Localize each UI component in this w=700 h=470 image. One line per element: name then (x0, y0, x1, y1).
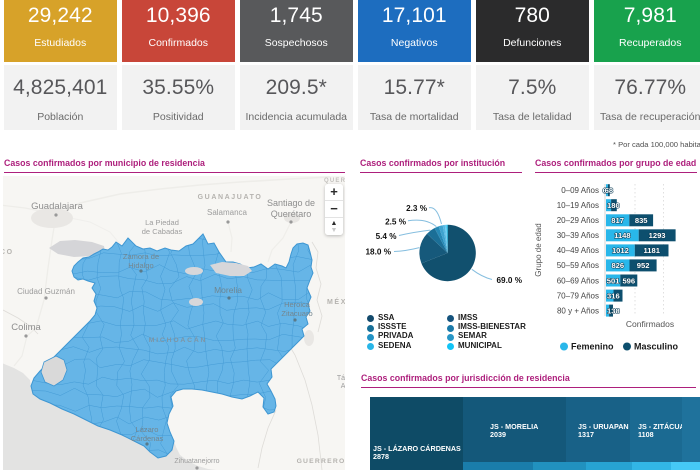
svg-text:20–29 Años: 20–29 Años (557, 216, 599, 225)
svg-text:826: 826 (611, 261, 624, 270)
svg-text:Santiago de: Santiago de (267, 198, 315, 208)
svg-text:817: 817 (611, 216, 624, 225)
svg-text:Cárdenas: Cárdenas (131, 434, 164, 443)
svg-text:GUERRERO: GUERRERO (297, 458, 345, 465)
svg-text:Femenino: Femenino (571, 342, 614, 352)
svg-text:Ciudad Guzmán: Ciudad Guzmán (17, 287, 75, 296)
svg-text:1181: 1181 (643, 246, 660, 255)
svg-text:Colima: Colima (11, 322, 41, 333)
svg-text:de Cabadas: de Cabadas (142, 227, 183, 236)
svg-text:Morelia: Morelia (214, 285, 242, 295)
svg-text:Al: Al (341, 383, 345, 390)
svg-text:180: 180 (607, 201, 620, 210)
svg-text:GUANAJUATO: GUANAJUATO (198, 194, 263, 201)
svg-text:138: 138 (607, 306, 620, 315)
svg-text:80 y + Años: 80 y + Años (557, 306, 599, 315)
svg-text:Heroica: Heroica (284, 300, 311, 309)
svg-text:1148: 1148 (614, 231, 630, 240)
svg-text:Zihuatanejorro: Zihuatanejorro (174, 458, 219, 465)
svg-text:Zamora de: Zamora de (123, 252, 159, 261)
svg-text:Zitacuaro: Zitacuaro (281, 309, 312, 318)
svg-text:0–09 Años: 0–09 Años (561, 186, 599, 195)
svg-text:5.4 %: 5.4 % (376, 232, 398, 241)
svg-text:QUERE: QUERE (324, 178, 345, 184)
svg-text:2.5 %: 2.5 % (385, 218, 407, 227)
svg-text:501: 501 (607, 276, 620, 285)
svg-text:Masculino: Masculino (634, 342, 679, 352)
svg-text:596: 596 (622, 276, 635, 285)
svg-text:Guadalajara: Guadalajara (31, 201, 83, 212)
svg-text:Grupo de edad: Grupo de edad (535, 223, 543, 276)
svg-text:MÉXI: MÉXI (327, 297, 345, 306)
svg-text:18.0 %: 18.0 % (366, 248, 392, 257)
svg-text:La Piedad: La Piedad (145, 218, 179, 227)
svg-text:68: 68 (605, 186, 613, 195)
svg-text:316: 316 (607, 291, 620, 300)
svg-text:2.3 %: 2.3 % (406, 204, 428, 213)
svg-text:1012: 1012 (612, 246, 629, 255)
svg-text:MICHOACÁN: MICHOACÁN (149, 335, 208, 344)
svg-text:1293: 1293 (649, 231, 666, 240)
svg-text:Confirmados: Confirmados (626, 319, 674, 329)
svg-text:Lázaro: Lázaro (136, 425, 159, 434)
svg-text:Querétaro: Querétaro (271, 209, 312, 219)
svg-text:835: 835 (635, 216, 648, 225)
svg-text:952: 952 (637, 261, 650, 270)
svg-text:40–49 Años: 40–49 Años (557, 246, 599, 255)
svg-text:50–59 Años: 50–59 Años (557, 261, 599, 270)
svg-text:Salamanca: Salamanca (207, 208, 248, 217)
svg-text:CO: CO (3, 249, 14, 256)
svg-text:69.0 %: 69.0 % (497, 276, 523, 285)
svg-text:30–39 Años: 30–39 Años (557, 231, 599, 240)
svg-text:66: 66 (603, 186, 611, 195)
svg-text:60–69 Años: 60–69 Años (557, 276, 599, 285)
svg-text:10–19 Años: 10–19 Años (557, 201, 599, 210)
svg-text:Tá: Tá (337, 375, 345, 382)
svg-text:Hidalgo: Hidalgo (128, 261, 153, 270)
svg-text:70–79 Años: 70–79 Años (557, 291, 599, 300)
